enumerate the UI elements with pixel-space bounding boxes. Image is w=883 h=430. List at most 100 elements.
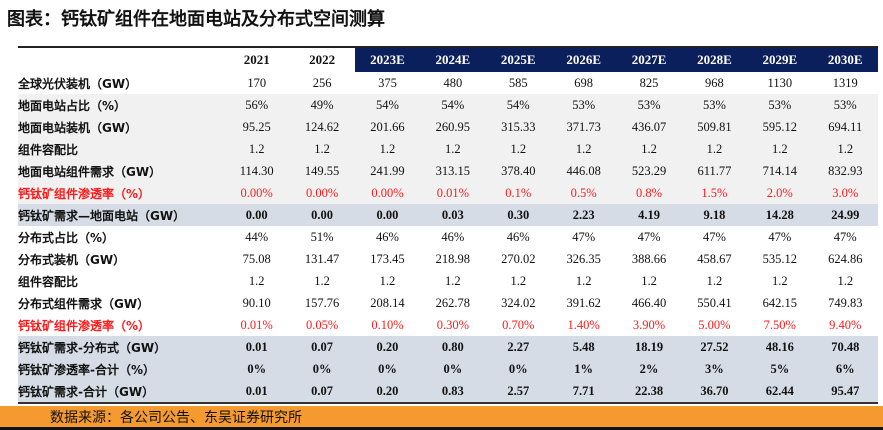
- row-label: 组件容配比: [18, 274, 79, 289]
- row-label: 钙钛矿需求-合计（GW）: [18, 380, 224, 403]
- table-cell: 1.2: [224, 138, 290, 160]
- table-row: 钙钛矿组件渗透率（%） 0.00% 0.00% 0.00% 0.01% 0.1% 0.5% 0…: [18, 182, 878, 204]
- table-cell: 466.40: [631, 295, 667, 310]
- table-cell: 18.19: [616, 336, 682, 358]
- table-cell: 170: [247, 75, 267, 90]
- table-cell: 241.99: [354, 160, 421, 182]
- table-cell: 1.2: [812, 138, 878, 160]
- row-label: 地面电站占比（%）: [18, 94, 224, 116]
- row-label: 地面电站组件需求（GW）: [18, 160, 224, 182]
- table-cell: 0.80: [420, 336, 486, 358]
- column-header: 2029E: [747, 47, 813, 72]
- table-cell: 0.00%: [354, 182, 421, 204]
- table-cell: 62.44: [747, 380, 813, 403]
- table-cell: 0.83: [420, 380, 486, 403]
- table-cell: 326.35: [566, 251, 601, 266]
- table-cell: 9.18: [681, 204, 748, 226]
- table-cell: 313.15: [420, 160, 486, 182]
- table-cell: 535.12: [762, 251, 797, 266]
- table-cell: 44%: [245, 229, 269, 244]
- table-cell: 260.95: [420, 116, 486, 138]
- table-cell: 22.38: [616, 380, 682, 403]
- table-cell: 54%: [420, 94, 486, 116]
- table-cell: 1.2: [379, 273, 396, 288]
- table-cell: 0.20: [354, 336, 421, 358]
- table-row: 地面电站组件需求（GW） 114.30 149.55 241.99 313.15 378.…: [18, 160, 878, 182]
- table-cell: 0%: [420, 358, 486, 380]
- row-label: 分布式装机（GW）: [18, 252, 126, 267]
- table-cell: 36.70: [681, 380, 748, 403]
- table-cell: 1319: [832, 75, 858, 90]
- table-row: 全球光伏装机（GW） 170 256 375 480 585 698 825 968 1130 13…: [18, 72, 878, 94]
- table-cell: 124.62: [289, 116, 355, 138]
- table-cell: 714.14: [747, 160, 813, 182]
- table-cell: 2%: [616, 358, 682, 380]
- table-cell: 550.41: [697, 295, 732, 310]
- table-cell: 256: [312, 75, 332, 90]
- table-row: 钙钛矿组件渗透率（%） 0.01% 0.05% 0.10% 0.30% 0.70% 1.40…: [18, 314, 878, 336]
- table-cell: 0.01%: [420, 182, 486, 204]
- table-cell: 0.1%: [485, 182, 551, 204]
- column-header: 2030E: [812, 47, 878, 72]
- table-cell: 1.2: [641, 273, 657, 288]
- row-label: 钙钛矿组件渗透率（%）: [18, 318, 151, 333]
- bottom-divider: [0, 427, 883, 430]
- table-cell: 47%: [833, 229, 857, 244]
- table-cell: 14.28: [747, 204, 813, 226]
- table-cell: 201.66: [354, 116, 421, 138]
- table-cell: 46%: [506, 229, 530, 244]
- table-cell: 47%: [768, 229, 792, 244]
- table-cell: 114.30: [224, 160, 290, 182]
- table-row: 钙钛矿渗透率-合计（%） 0% 0% 0% 0% 0% 1% 2% 3% 5% 6%: [18, 358, 878, 380]
- table-cell: 1.2: [510, 273, 527, 288]
- row-label: 钙钛矿需求—地面电站（GW）: [18, 204, 224, 226]
- table-cell: 378.40: [485, 160, 551, 182]
- table-cell: 90.10: [242, 295, 271, 310]
- table-cell: 70.48: [812, 336, 878, 358]
- table-cell: 0.07: [289, 336, 355, 358]
- table-cell: 149.55: [289, 160, 355, 182]
- table-cell: 0.8%: [616, 182, 682, 204]
- table-cell: 324.02: [501, 295, 536, 310]
- table-cell: 3.90%: [632, 317, 666, 332]
- table-cell: 4.19: [616, 204, 682, 226]
- table-cell: 2.57: [485, 380, 551, 403]
- table-cell: 446.08: [550, 160, 617, 182]
- table-cell: 0.00: [224, 204, 290, 226]
- table-cell: 5.48: [550, 336, 617, 358]
- source-footer: 数据来源：各公司公告、东吴证券研究所: [0, 406, 883, 427]
- column-header: 2022: [309, 52, 336, 67]
- table-cell: 53%: [616, 94, 682, 116]
- table-cell: 0.01%: [240, 317, 273, 332]
- table-cell: 1.2: [772, 273, 788, 288]
- table-cell: 1.2: [550, 138, 617, 160]
- column-header: 2028E: [681, 47, 748, 72]
- table-cell: 0%: [354, 358, 421, 380]
- table-cell: 54%: [485, 94, 551, 116]
- table-cell: 5.00%: [698, 317, 731, 332]
- table-cell: 0.00%: [289, 182, 355, 204]
- row-label: 钙钛矿渗透率-合计（%）: [18, 358, 224, 380]
- table-cell: 2.27: [485, 336, 551, 358]
- table-cell: 46%: [441, 229, 465, 244]
- table-cell: 0.10%: [371, 317, 404, 332]
- table-cell: 7.71: [550, 380, 617, 403]
- table-cell: 585: [508, 75, 528, 90]
- column-header: 2027E: [616, 47, 682, 72]
- row-label: 钙钛矿组件渗透率（%）: [18, 182, 224, 204]
- table-cell: 0.05%: [305, 317, 339, 332]
- data-table: 2021 2022 2023E 2024E 2025E 2026E 2027E 2028E 20…: [18, 46, 878, 404]
- table-cell: 1.2: [575, 273, 592, 288]
- table-cell: 48.16: [747, 336, 813, 358]
- table-cell: 1.2: [706, 273, 723, 288]
- table-cell: 6%: [812, 358, 878, 380]
- table-cell: 9.40%: [829, 317, 862, 332]
- table-cell: 1.5%: [681, 182, 748, 204]
- table-cell: 595.12: [747, 116, 813, 138]
- table-row: 钙钛矿需求-合计（GW） 0.01 0.07 0.20 0.83 2.57 7.71 22.3…: [18, 380, 878, 403]
- table-cell: 53%: [681, 94, 748, 116]
- table-cell: 173.45: [370, 251, 405, 266]
- table-cell: 315.33: [485, 116, 551, 138]
- table-cell: 436.07: [616, 116, 682, 138]
- table-cell: 1.2: [837, 273, 854, 288]
